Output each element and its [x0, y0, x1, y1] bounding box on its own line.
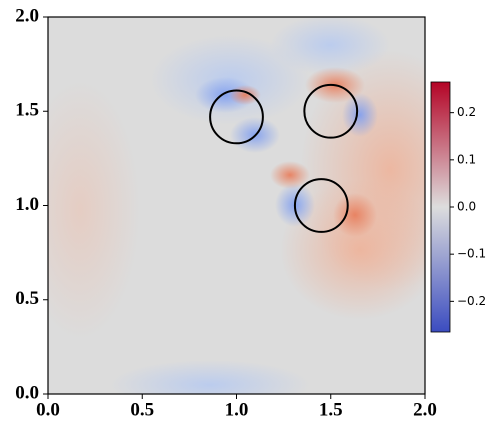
colorbar-tick-label: −0.1 [457, 247, 486, 261]
circle [209, 89, 264, 145]
colorbar-tick-label: −0.2 [457, 294, 486, 308]
x-tick-label: 1.5 [319, 399, 343, 420]
colorbar-tick-label: 0.0 [457, 200, 476, 214]
circle [293, 178, 349, 233]
y-tick-label: 2.0 [15, 5, 39, 26]
x-tick-label: 2.0 [413, 399, 437, 420]
x-tick-label: 1.0 [225, 399, 249, 420]
colorbar [430, 81, 451, 333]
y-tick-label: 1.0 [15, 194, 39, 215]
y-tick-label: 1.5 [15, 100, 39, 121]
x-tick-label: 0.0 [36, 399, 60, 420]
circle [303, 83, 359, 139]
colorbar-tick-label: 0.2 [457, 105, 476, 119]
x-tick-label: 0.5 [130, 399, 154, 420]
y-tick-label: 0.5 [15, 288, 39, 309]
colorbar-tick-label: 0.1 [457, 152, 476, 166]
y-tick-label: 0.0 [15, 382, 39, 403]
field [48, 17, 425, 394]
